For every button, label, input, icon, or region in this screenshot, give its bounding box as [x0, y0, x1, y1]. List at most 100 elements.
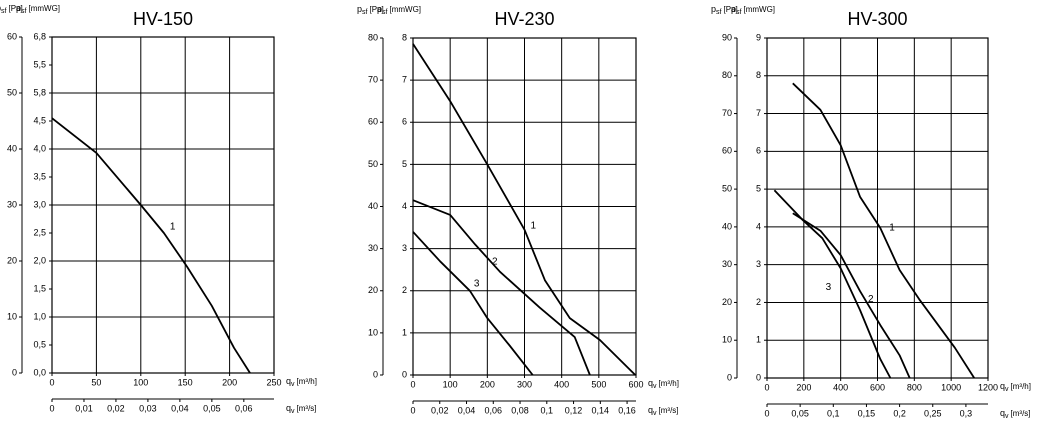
- y2-tick-label: 3,0: [33, 199, 46, 209]
- y2-tick-label: 2,0: [33, 255, 46, 265]
- x-tick-label: 150: [178, 377, 193, 387]
- x2-tick-label: 0,16: [618, 405, 636, 415]
- x2-tick-label: 0,04: [458, 405, 476, 415]
- y2-tick-label: 6: [402, 117, 407, 127]
- x-tick-label: 300: [517, 379, 532, 389]
- x-axis-label-unit: [m³/h]: [1011, 382, 1031, 391]
- y2-axis-label-sub: sf: [736, 9, 742, 16]
- curve-label: 1: [170, 222, 176, 233]
- x2-tick-label: 0,05: [203, 403, 221, 413]
- y-tick-label: 40: [7, 143, 17, 153]
- x2-tick-label: 0,14: [592, 405, 610, 415]
- x2-tick-label: 0,2: [893, 408, 906, 418]
- y2-tick-label: 5,8: [33, 87, 46, 97]
- y2-axis-label: psf [mmWG]: [16, 3, 60, 14]
- y2-tick-label: 6: [756, 146, 761, 156]
- x-tick-label: 1000: [941, 382, 961, 392]
- y-tick-label: 80: [368, 32, 378, 42]
- y2-axis-label-symbol: p: [377, 4, 382, 14]
- x2-tick-label: 0: [49, 403, 54, 413]
- x2-axis-label-sub: v: [1005, 413, 1009, 420]
- y2-tick-label: 0,0: [33, 367, 46, 377]
- x-tick-label: 800: [907, 382, 922, 392]
- y-axis-label-sub: sf: [1, 8, 7, 15]
- x-tick-label: 0: [410, 379, 415, 389]
- y2-axis-label-sub: sf: [21, 8, 27, 15]
- y-tick-label: 50: [368, 159, 378, 169]
- y2-axis-label-sub: sf: [382, 9, 388, 16]
- fan-curve: [773, 189, 892, 379]
- y-tick-label: 60: [7, 31, 17, 41]
- x2-tick-label: 0,3: [960, 408, 973, 418]
- x2-tick-label: 0,08: [511, 405, 529, 415]
- fan-curve: [792, 82, 975, 379]
- y-tick-label: 20: [7, 255, 17, 265]
- y-axis-label-symbol: p: [357, 4, 362, 14]
- y-tick-label: 20: [368, 285, 378, 295]
- y2-tick-label: 0: [402, 369, 407, 379]
- y-tick-label: 0: [727, 372, 732, 382]
- y-axis-label-sub: sf: [362, 9, 368, 16]
- x2-tick-label: 0,12: [565, 405, 583, 415]
- y2-tick-label: 8: [756, 70, 761, 80]
- y2-tick-label: 2: [756, 297, 761, 307]
- x2-tick-label: 0,05: [791, 408, 809, 418]
- x2-axis-label-symbol: q: [286, 403, 291, 413]
- y2-tick-label: 6,8: [33, 31, 46, 41]
- x2-tick-label: 0,06: [235, 403, 253, 413]
- x-axis-label-symbol: q: [1000, 381, 1005, 391]
- x-axis-label: qv [m³/h]: [648, 378, 679, 389]
- x2-tick-label: 0: [410, 405, 415, 415]
- curve-label: 1: [889, 223, 895, 234]
- y2-tick-label: 5,5: [33, 59, 46, 69]
- y-tick-label: 30: [7, 199, 17, 209]
- y-tick-label: 40: [368, 201, 378, 211]
- y-axis-label-unit: [Pa]: [8, 4, 22, 13]
- y-tick-label: 20: [722, 297, 732, 307]
- y2-tick-label: 4: [402, 201, 407, 211]
- x-tick-label: 1200: [978, 382, 998, 392]
- x-tick-label: 0: [764, 382, 769, 392]
- x2-tick-label: 0,25: [924, 408, 942, 418]
- y2-tick-label: 7: [756, 108, 761, 118]
- x2-axis-label-unit: [m³/s]: [297, 404, 317, 413]
- x2-axis-label: qv [m³/s]: [286, 403, 317, 414]
- y2-tick-label: 3: [756, 259, 761, 269]
- fan-curve: [792, 212, 911, 379]
- y-axis-label: psf[Pa]: [357, 4, 384, 15]
- x2-tick-label: 0,15: [858, 408, 876, 418]
- y-tick-label: 0: [12, 367, 17, 377]
- y-axis-label: psf[Pa]: [711, 4, 738, 15]
- y-axis-label-symbol: p: [0, 3, 1, 13]
- y2-tick-label: 9: [756, 32, 761, 42]
- y-axis-label-unit: [Pa]: [369, 5, 383, 14]
- x2-axis-label: qv [m³/s]: [1000, 408, 1031, 419]
- x-tick-label: 200: [222, 377, 237, 387]
- y-tick-label: 60: [722, 146, 732, 156]
- x2-tick-label: 0,1: [541, 405, 554, 415]
- x2-tick-label: 0: [764, 408, 769, 418]
- curve-label: 3: [826, 282, 832, 293]
- x-axis-label: qv [m³/h]: [1000, 381, 1031, 392]
- y-axis-label-unit: [Pa]: [723, 5, 737, 14]
- chart-title: HV-300: [847, 9, 907, 29]
- y-tick-label: 60: [368, 117, 378, 127]
- x2-tick-label: 0,1: [827, 408, 840, 418]
- y-axis-label-sub: sf: [716, 9, 722, 16]
- y-tick-label: 70: [368, 75, 378, 85]
- chart-title: HV-150: [133, 9, 193, 29]
- y-axis-label: psf[Pa]: [0, 3, 23, 14]
- y2-axis-label: psf [mmWG]: [731, 4, 775, 15]
- x2-axis-label-unit: [m³/s]: [659, 406, 679, 415]
- fan-curve: [412, 231, 534, 376]
- x2-tick-label: 0,01: [75, 403, 93, 413]
- x-tick-label: 500: [591, 379, 606, 389]
- y2-axis-label: psf [mmWG]: [377, 4, 421, 15]
- y-tick-label: 50: [7, 87, 17, 97]
- y2-tick-label: 5: [756, 183, 761, 193]
- x-tick-label: 400: [833, 382, 848, 392]
- y-tick-label: 10: [722, 335, 732, 345]
- y2-axis-label-unit: [mmWG]: [389, 5, 421, 14]
- fan-curve: [412, 199, 591, 376]
